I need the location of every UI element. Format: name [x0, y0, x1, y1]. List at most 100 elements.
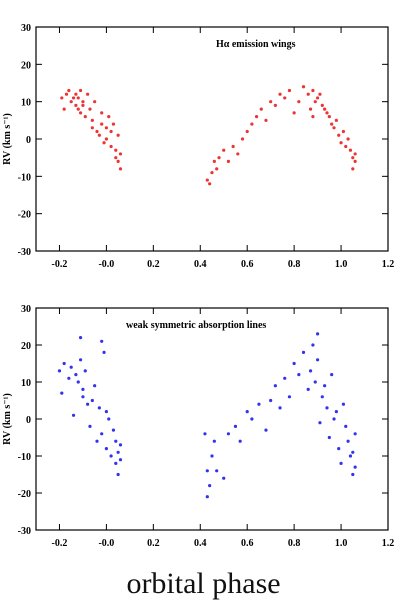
- y-tick-label: 10: [21, 378, 31, 389]
- data-point: [210, 454, 214, 458]
- data-point: [346, 137, 350, 141]
- data-point: [245, 410, 249, 414]
- data-point: [318, 421, 322, 425]
- y-tick-label: 30: [21, 23, 31, 34]
- data-point: [351, 156, 355, 160]
- data-point: [297, 373, 301, 377]
- data-point: [323, 107, 327, 111]
- x-axis-title: orbital phase: [126, 567, 281, 600]
- x-tick-label: 1.2: [382, 259, 395, 270]
- x-tick-label: 0.2: [147, 538, 160, 549]
- data-point: [278, 406, 282, 410]
- data-point: [269, 100, 273, 104]
- data-point: [67, 376, 71, 380]
- chart-panel-2: 30 20 10 0 -10 -20 -30 -0.2 -0.0 0.2 0.4 0.6 0.8 1.0 1…: [2, 304, 394, 549]
- data-point: [226, 159, 231, 163]
- data-point: [116, 133, 120, 137]
- y-tick-label: 0: [26, 135, 31, 146]
- data-point: [90, 398, 94, 403]
- data-point: [97, 133, 101, 137]
- data-point: [86, 402, 90, 406]
- data-point: [81, 395, 85, 399]
- data-point: [81, 387, 85, 391]
- data-point: [236, 152, 240, 156]
- data-point: [69, 100, 73, 104]
- data-point: [311, 88, 315, 93]
- data-point: [118, 458, 123, 462]
- data-point: [93, 100, 97, 104]
- data-point: [90, 126, 94, 130]
- data-point: [116, 472, 120, 477]
- data-point: [292, 361, 296, 366]
- data-point: [116, 159, 120, 163]
- data-point: [297, 100, 301, 104]
- y-tick-label: 20: [21, 341, 31, 352]
- data-point: [245, 129, 249, 134]
- data-point: [114, 461, 118, 465]
- data-point: [308, 369, 313, 373]
- data-point: [301, 85, 306, 89]
- data-point: [269, 398, 273, 403]
- y-tick-label: 20: [21, 60, 31, 71]
- plot-annotation: Hα emission wings: [216, 39, 296, 50]
- data-point: [95, 439, 99, 443]
- data-point: [233, 424, 238, 428]
- y-tick-label: -10: [18, 172, 31, 183]
- data-point: [86, 92, 90, 96]
- data-point: [118, 167, 123, 171]
- data-point: [100, 339, 104, 343]
- data-point: [308, 107, 313, 111]
- data-point: [109, 144, 113, 149]
- x-tick-label: 0.6: [241, 259, 254, 270]
- x-tick-label: 0.8: [288, 538, 301, 549]
- data-point: [104, 447, 108, 451]
- data-point: [327, 435, 331, 440]
- data-point: [316, 332, 320, 336]
- x-tick-label: 1.2: [382, 538, 395, 549]
- data-point: [339, 141, 343, 145]
- data-point: [109, 454, 113, 458]
- data-point: [346, 439, 350, 443]
- data-point: [57, 369, 62, 373]
- data-point: [81, 100, 85, 104]
- y-tick-label: -30: [18, 247, 31, 258]
- data-point: [344, 144, 348, 149]
- y-tick-label: -20: [18, 489, 31, 500]
- data-point: [60, 96, 64, 100]
- data-point: [238, 439, 242, 443]
- data-point: [78, 336, 83, 340]
- data-point: [67, 88, 71, 93]
- data-point: [62, 361, 66, 366]
- data-point: [330, 373, 334, 377]
- data-point: [348, 148, 353, 152]
- data-point: [259, 107, 263, 111]
- data-point: [208, 182, 212, 186]
- data-point: [327, 115, 331, 119]
- y-axis-label: RV (km s⁻¹): [2, 113, 13, 165]
- data-point: [320, 103, 324, 107]
- x-tick-label: 0.8: [288, 259, 301, 270]
- plot-frame: [35, 26, 389, 252]
- data-point: [283, 96, 287, 100]
- data-point: [313, 380, 317, 384]
- data-point: [81, 103, 85, 107]
- data-point: [118, 443, 123, 447]
- data-point: [104, 410, 108, 414]
- data-point: [64, 92, 69, 96]
- y-tick-label: 10: [21, 98, 31, 109]
- data-point: [341, 129, 346, 134]
- data-point: [76, 96, 80, 100]
- data-point: [316, 358, 320, 362]
- data-point: [325, 111, 329, 115]
- data-point: [351, 450, 355, 454]
- data-point: [100, 122, 104, 126]
- data-point: [78, 111, 83, 115]
- data-point: [306, 92, 310, 96]
- y-tick-label: -20: [18, 210, 31, 221]
- data-point: [212, 439, 216, 443]
- data-point: [231, 144, 235, 149]
- data-point: [325, 406, 329, 410]
- data-point: [311, 343, 315, 347]
- data-point: [353, 465, 357, 469]
- x-tick-label: -0.0: [98, 259, 114, 270]
